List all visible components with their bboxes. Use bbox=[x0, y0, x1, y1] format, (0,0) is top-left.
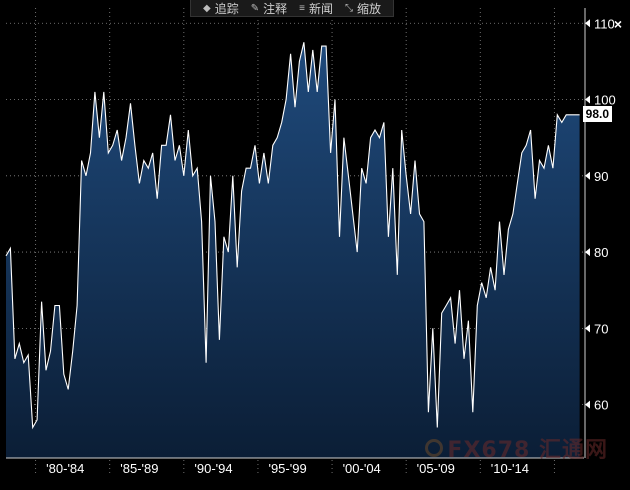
toolbar-button-track[interactable]: ◆ 追踪 bbox=[203, 0, 239, 17]
y-tick-label: 60 bbox=[594, 398, 608, 413]
y-tick-mark bbox=[585, 171, 590, 180]
chart-toolbar: ◆ 追踪 ✎ 注释 ≡ 新闻 ⤡ 缩放 bbox=[190, 0, 394, 17]
zoom-icon: ⤡ bbox=[344, 2, 353, 14]
track-icon: ◆ bbox=[203, 2, 211, 14]
y-tick-mark bbox=[585, 324, 590, 333]
x-axis: '80-'84 '85-'89 '90-'94 '95-'99 '00-'04 '05-'… bbox=[6, 457, 584, 476]
watermark-logo-icon bbox=[425, 439, 444, 457]
x-tick-label: '80-'84 bbox=[46, 461, 84, 476]
series-line bbox=[5, 42, 580, 430]
watermark: FX678 汇通网 bbox=[425, 432, 608, 464]
y-tick-mark bbox=[585, 248, 590, 257]
y-tick-mark bbox=[585, 400, 590, 409]
watermark-text: FX678 汇通网 bbox=[447, 438, 608, 463]
y-axis: 60 70 80 90 100 110 bbox=[584, 8, 616, 458]
toolbar-button-comment[interactable]: ✎ 注释 bbox=[251, 0, 287, 17]
y-tick-label: 110 bbox=[594, 16, 615, 31]
toolbar-label: 追踪 bbox=[214, 1, 239, 16]
toolbar-button-zoom[interactable]: ⤡ 缩放 bbox=[345, 0, 381, 17]
y-tick-label: 90 bbox=[594, 169, 608, 184]
toolbar-button-news[interactable]: ≡ 新闻 bbox=[299, 0, 333, 17]
y-tick-mark bbox=[585, 19, 590, 28]
toolbar-label: 缩放 bbox=[356, 1, 381, 16]
x-tick-label: '10-'14 bbox=[491, 461, 529, 476]
last-value-tag: 98.0 bbox=[582, 105, 612, 122]
y-tick-mark bbox=[585, 95, 590, 104]
news-icon: ≡ bbox=[299, 2, 305, 14]
y-tick-label: 80 bbox=[594, 245, 608, 260]
series-area bbox=[6, 42, 580, 459]
toolbar-label: 注释 bbox=[263, 1, 288, 16]
x-tick-label: '95-'99 bbox=[268, 461, 306, 476]
close-button[interactable]: × bbox=[613, 16, 622, 32]
x-tick-label: '90-'94 bbox=[194, 461, 232, 476]
x-tick-label: '05-'09 bbox=[417, 461, 455, 476]
y-tick-label: 100 bbox=[594, 93, 616, 108]
x-tick-label: '00-'04 bbox=[343, 461, 381, 476]
comment-icon: ✎ bbox=[250, 2, 260, 14]
x-tick-label: '85-'89 bbox=[120, 461, 158, 476]
toolbar-label: 新闻 bbox=[308, 1, 333, 16]
y-tick-label: 70 bbox=[594, 321, 608, 336]
